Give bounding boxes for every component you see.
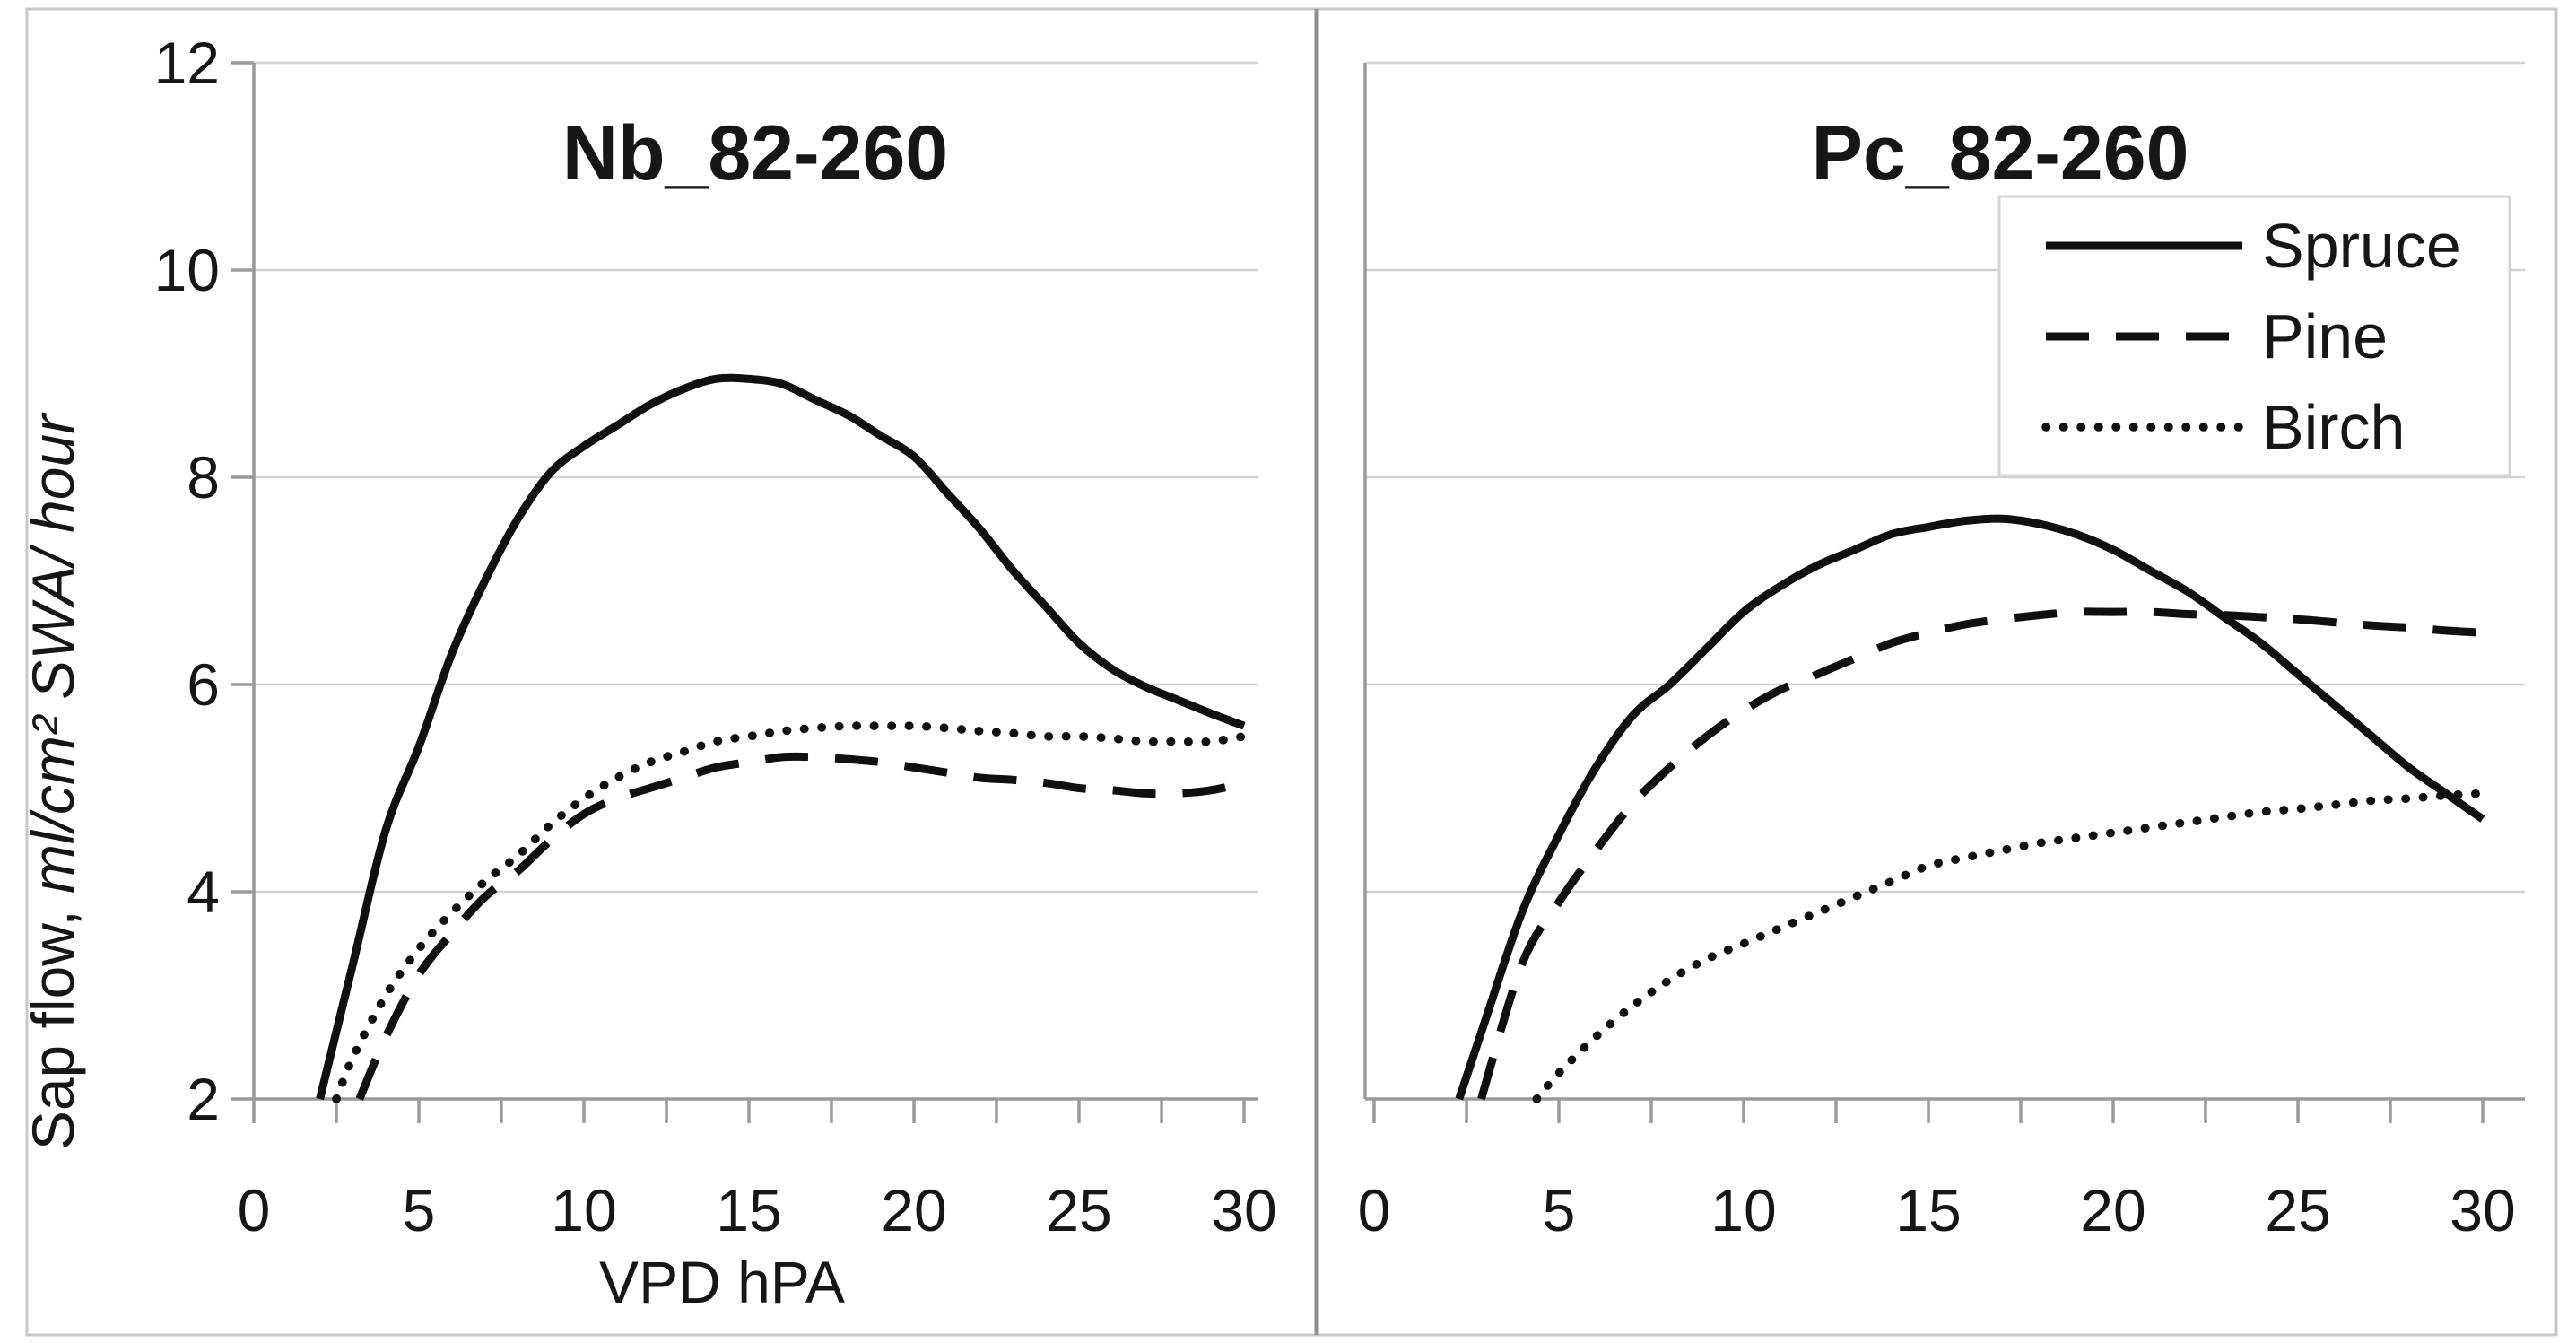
x-tick-label: 0 [1358, 1177, 1391, 1243]
x-axis-title: VPD hPA [599, 1249, 845, 1315]
y-tick-label: 4 [187, 859, 220, 925]
x-tick-label: 5 [403, 1177, 436, 1243]
legend-label-pine: Pine [2262, 301, 2388, 371]
x-tick-label: 10 [551, 1177, 616, 1243]
curve-spruce [316, 373, 1246, 1101]
curve-birch [1532, 789, 2487, 1103]
y-tick-label: 12 [154, 30, 220, 96]
x-tick-label: 20 [881, 1177, 946, 1243]
y-axis-title-units: ml/cm² SWA/ hour [20, 412, 86, 894]
right-panel-title: Pc_82-260 [1812, 110, 2189, 196]
y-tick-label: 6 [187, 651, 220, 718]
x-tick-label: 15 [1895, 1177, 1961, 1243]
figure-border [25, 7, 2558, 1337]
curve-spruce [1455, 514, 2485, 1101]
x-tick-label: 15 [716, 1177, 781, 1243]
legend: Spruce Pine Birch [1997, 195, 2511, 477]
x-tick-label: 5 [1543, 1177, 1576, 1243]
x-tick-label: 30 [2450, 1177, 2515, 1243]
x-tick-label: 25 [1046, 1177, 1111, 1243]
panel-right-plot: 0 5 10 15 20 25 30 [1358, 61, 2525, 1243]
y-tick-label: 8 [187, 444, 220, 510]
x-tick-label: 0 [238, 1177, 271, 1243]
y-tick-label: 10 [154, 237, 220, 303]
y-tick-label: 2 [187, 1066, 220, 1132]
panel-left-plot: 12 10 8 6 4 20 5 10 15 20 25 30 [154, 30, 1277, 1243]
x-tick-label: 20 [2080, 1177, 2145, 1243]
x-tick-label: 10 [1710, 1177, 1776, 1243]
curve-birch [332, 721, 1249, 1103]
curve-pine [1477, 607, 2484, 1101]
curve-pine [355, 752, 1246, 1101]
legend-label-birch: Birch [2262, 392, 2405, 462]
y-axis-title-prefix: Sap flow, [20, 894, 86, 1150]
x-tick-label: 30 [1211, 1177, 1276, 1243]
y-axis-title: Sap flow, ml/cm² SWA/ hour [20, 412, 86, 1150]
left-panel-title: Nb_82-260 [562, 110, 948, 196]
legend-label-spruce: Spruce [2262, 211, 2461, 281]
x-tick-label: 25 [2265, 1177, 2330, 1243]
